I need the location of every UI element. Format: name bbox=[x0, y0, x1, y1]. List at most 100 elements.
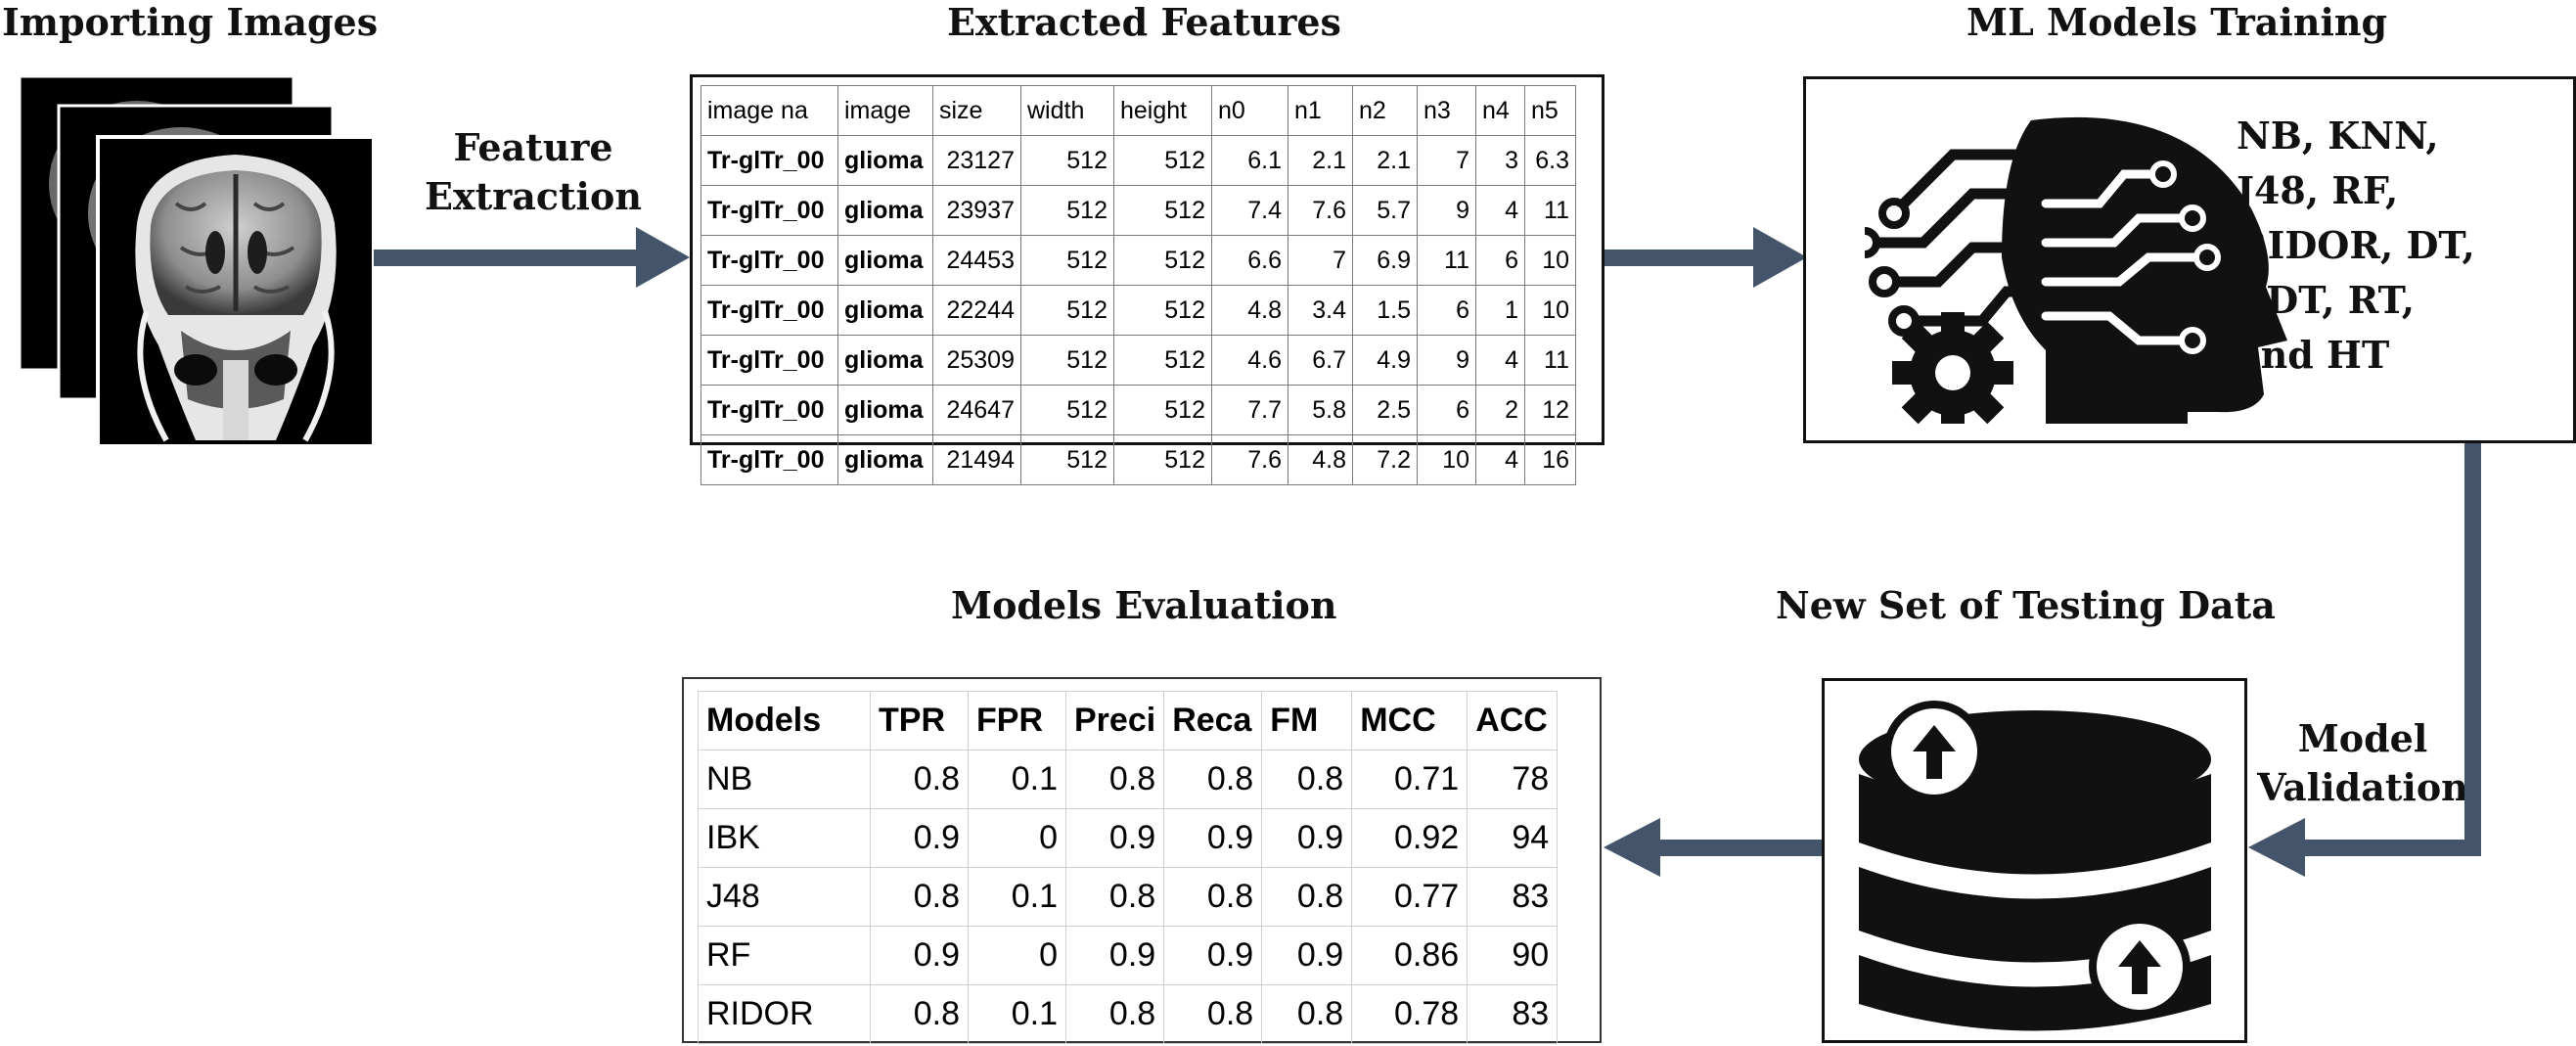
evaluation-cell: 90 bbox=[1467, 926, 1559, 985]
arrow-feature-extraction bbox=[372, 250, 651, 266]
evaluation-cell: 0.9 bbox=[1064, 808, 1165, 868]
features-header-cell: n3 bbox=[1417, 85, 1476, 136]
features-cell: 1.5 bbox=[1352, 285, 1418, 336]
features-cell: Tr-glTr_00 bbox=[700, 335, 838, 386]
features-cell: 5.8 bbox=[1288, 385, 1353, 435]
evaluation-cell: 0 bbox=[968, 808, 1066, 868]
evaluation-header-cell: ACC bbox=[1467, 691, 1559, 750]
evaluation-cell: 94 bbox=[1467, 808, 1559, 868]
features-cell: 11 bbox=[1524, 335, 1576, 386]
features-header-cell: n2 bbox=[1352, 85, 1418, 136]
features-cell: 21494 bbox=[932, 434, 1021, 485]
evaluation-row: IBK 0.9 0 0.9 0.9 0.9 0.92 94 bbox=[698, 808, 1559, 868]
evaluation-cell: 0.78 bbox=[1351, 984, 1469, 1044]
features-cell: 16 bbox=[1524, 434, 1576, 485]
features-cell: 512 bbox=[1113, 335, 1212, 386]
evaluation-cell: 0.8 bbox=[1163, 867, 1263, 927]
models-line-5: and HT bbox=[2237, 333, 2390, 377]
features-cell: 4.6 bbox=[1211, 335, 1288, 386]
evaluation-cell: 0.8 bbox=[1064, 867, 1165, 927]
arrow-to-training bbox=[1603, 250, 1769, 266]
evaluation-cell: J48 bbox=[698, 867, 871, 927]
features-cell: 512 bbox=[1113, 235, 1212, 286]
features-cell: 512 bbox=[1020, 185, 1114, 236]
evaluation-cell: 0.71 bbox=[1351, 750, 1469, 809]
features-cell: 7 bbox=[1288, 235, 1353, 286]
features-cell: 512 bbox=[1113, 285, 1212, 336]
features-cell: 6.7 bbox=[1288, 335, 1353, 386]
features-cell: Tr-glTr_00 bbox=[700, 135, 838, 186]
features-cell: Tr-glTr_00 bbox=[700, 285, 838, 336]
models-evaluation-table: Models TPR FPR Preci Reca FM MCC ACC NB 0.8 0.1 0.8… bbox=[698, 691, 1559, 1044]
database-upload-icon bbox=[1859, 701, 2211, 1031]
evaluation-cell: RF bbox=[698, 926, 871, 985]
extracted-features-table-box: image na image size width height n0 n1 n2 n3 n4 n5… bbox=[690, 74, 1604, 485]
features-cell: 12 bbox=[1524, 385, 1576, 435]
models-evaluation-table-box: Models TPR FPR Preci Reca FM MCC ACC NB 0.8 0.1 0.8… bbox=[682, 677, 1602, 1044]
evaluation-header-cell: FM bbox=[1261, 691, 1353, 750]
features-header-row: image na image size width height n0 n1 n2 n3 n4 n5 bbox=[700, 85, 1576, 136]
arrowhead-to-training bbox=[1753, 227, 1807, 288]
features-cell: glioma bbox=[837, 434, 933, 485]
features-cell: 2.1 bbox=[1352, 135, 1418, 186]
evaluation-cell: 0.8 bbox=[870, 750, 969, 809]
features-cell: 512 bbox=[1020, 285, 1114, 336]
gear-icon bbox=[1892, 312, 2013, 424]
evaluation-cell: 0.9 bbox=[1163, 926, 1263, 985]
feature-extraction-line1: Feature bbox=[453, 125, 613, 169]
feature-extraction-label: Feature Extraction bbox=[406, 123, 660, 221]
features-cell: 24647 bbox=[932, 385, 1021, 435]
evaluation-cell: RIDOR bbox=[698, 984, 871, 1044]
models-line-2: J48, RF, bbox=[2237, 168, 2399, 212]
features-row: Tr-glTr_00 glioma 22244 512 512 4.8 3.4 1.5 6 1 10 bbox=[700, 285, 1576, 336]
feature-extraction-line2: Extraction bbox=[425, 174, 642, 218]
features-header-cell: n5 bbox=[1524, 85, 1576, 136]
features-header-cell: n1 bbox=[1288, 85, 1353, 136]
arrow-to-evaluation bbox=[1644, 840, 1825, 856]
evaluation-cell: 0.8 bbox=[1261, 984, 1353, 1044]
evaluation-cell: 0 bbox=[968, 926, 1066, 985]
extracted-features-table: image na image size width height n0 n1 n2 n3 n4 n5… bbox=[700, 85, 1576, 485]
features-cell: 512 bbox=[1113, 385, 1212, 435]
features-cell: 4.8 bbox=[1288, 434, 1353, 485]
features-cell: 6.1 bbox=[1211, 135, 1288, 186]
evaluation-cell: 78 bbox=[1467, 750, 1559, 809]
arrowhead-feature-extraction bbox=[636, 227, 690, 288]
connector-horizontal-validation bbox=[2289, 840, 2481, 856]
features-cell: 512 bbox=[1113, 135, 1212, 186]
features-cell: 22244 bbox=[932, 285, 1021, 336]
features-cell: 6.6 bbox=[1211, 235, 1288, 286]
new-testing-data-title: New Set of Testing Data bbox=[1776, 583, 2276, 627]
features-cell: 3 bbox=[1475, 135, 1525, 186]
evaluation-cell: 0.92 bbox=[1351, 808, 1469, 868]
evaluation-cell: 0.9 bbox=[870, 808, 969, 868]
features-cell: glioma bbox=[837, 135, 933, 186]
ml-models-training-box: NB, KNN, J48, RF, RIDOR, DT, CDT, RT, an… bbox=[1803, 76, 2576, 443]
features-cell: 512 bbox=[1020, 335, 1114, 386]
evaluation-cell: 0.8 bbox=[1163, 984, 1263, 1044]
features-cell: 9 bbox=[1417, 335, 1476, 386]
features-cell: glioma bbox=[837, 335, 933, 386]
evaluation-cell: 0.8 bbox=[1261, 867, 1353, 927]
features-cell: 512 bbox=[1020, 434, 1114, 485]
features-cell: Tr-glTr_00 bbox=[700, 185, 838, 236]
features-header-cell: n4 bbox=[1475, 85, 1525, 136]
testing-data-box bbox=[1822, 678, 2247, 1043]
features-cell: Tr-glTr_00 bbox=[700, 385, 838, 435]
evaluation-row: J48 0.8 0.1 0.8 0.8 0.8 0.77 83 bbox=[698, 867, 1559, 927]
features-cell: Tr-glTr_00 bbox=[700, 434, 838, 485]
model-validation-label: Model Validation bbox=[2240, 714, 2485, 812]
models-line-4: CDT, RT, bbox=[2237, 278, 2416, 322]
models-line-3: RIDOR, DT, bbox=[2237, 223, 2475, 267]
arrowhead-to-evaluation bbox=[1604, 818, 1660, 877]
evaluation-cell: 0.1 bbox=[968, 867, 1066, 927]
features-cell: 7.7 bbox=[1211, 385, 1288, 435]
features-header-cell: image na bbox=[700, 85, 838, 136]
features-row: Tr-glTr_00 glioma 23937 512 512 7.4 7.6 5.7 9 4 11 bbox=[700, 185, 1576, 236]
features-row: Tr-glTr_00 glioma 24647 512 512 7.7 5.8 2.5 6 2 12 bbox=[700, 385, 1576, 435]
evaluation-cell: 0.9 bbox=[1261, 808, 1353, 868]
features-cell: 3.4 bbox=[1288, 285, 1353, 336]
evaluation-header-cell: FPR bbox=[968, 691, 1066, 750]
evaluation-cell: 0.8 bbox=[870, 867, 969, 927]
features-cell: 512 bbox=[1113, 434, 1212, 485]
